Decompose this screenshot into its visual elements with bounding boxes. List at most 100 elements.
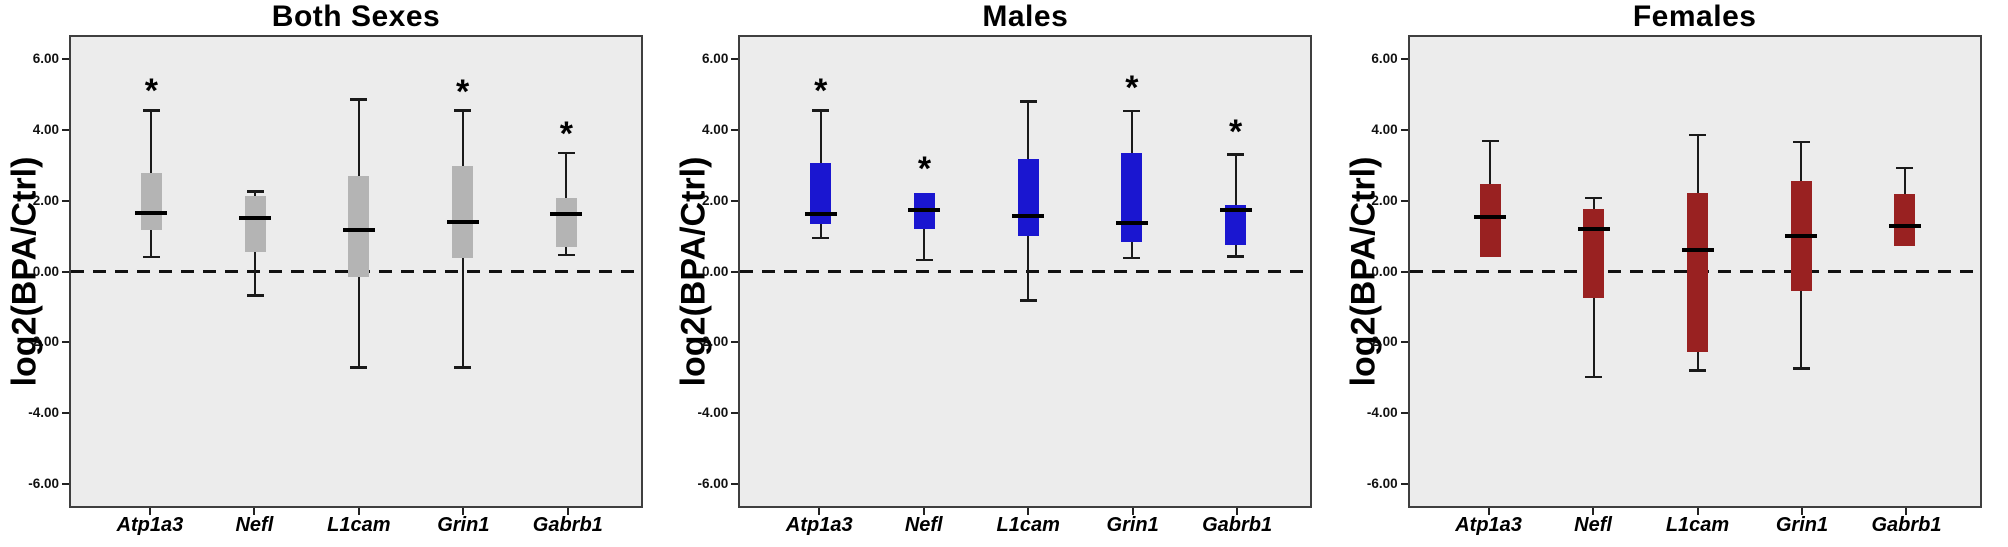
y-tick-label-4.00: 4.00 <box>32 121 59 137</box>
y-tick-label--4.00: -4.00 <box>697 405 729 421</box>
x-tick-Gabrb1 <box>566 508 569 515</box>
median-Gabrb1 <box>1219 207 1252 212</box>
whisker-cap-bottom-Nefl <box>915 258 933 262</box>
x-tick-L1cam <box>357 508 360 515</box>
panel-females: Females log2(BPA/Ctrl) Atp1a3 Nefl L1cam Gr… <box>1339 0 2008 547</box>
x-tick-Gabrb1 <box>1905 508 1908 515</box>
y-tick-mark--4.00 <box>731 412 739 415</box>
y-tick-label--4.00: -4.00 <box>28 405 59 421</box>
median-Nefl <box>239 216 272 221</box>
category-label-Grin1: Grin1 <box>1106 514 1159 536</box>
median-Grin1 <box>1115 221 1148 226</box>
y-tick-label-0.00: 0.00 <box>702 263 729 279</box>
panel-males: Males log2(BPA/Ctrl) * * * * Atp1a3 Nefl L1ca… <box>669 0 1338 547</box>
whisker-cap-top-L1cam <box>350 98 368 101</box>
y-tick-mark-2.00 <box>1400 199 1408 202</box>
whisker-cap-top-Grin1 <box>1123 109 1141 113</box>
y-tick-mark--2.00 <box>62 341 69 344</box>
box-Grin1 <box>1121 153 1143 242</box>
whisker-cap-top-Nefl <box>1585 196 1603 200</box>
y-tick-mark-6.00 <box>62 58 69 61</box>
y-tick-mark-6.00 <box>1400 58 1408 61</box>
y-tick-label-2.00: 2.00 <box>702 192 729 208</box>
y-tick-label--6.00: -6.00 <box>28 475 59 491</box>
whisker-cap-bottom-Gabrb1 <box>1227 255 1245 258</box>
whisker-cap-bottom-Grin1 <box>454 366 472 369</box>
x-tick-Grin1 <box>1800 508 1803 515</box>
zero-reference-line <box>740 270 1311 273</box>
whisker-cap-bottom-L1cam <box>1689 369 1706 372</box>
y-tick-mark--2.00 <box>1400 341 1408 344</box>
median-L1cam <box>1681 247 1714 252</box>
category-label-Nefl: Nefl <box>904 514 943 536</box>
x-tick-Grin1 <box>462 508 465 515</box>
significance-asterisk-Gabrb1: * <box>559 114 573 153</box>
y-tick-mark-0.00 <box>62 270 69 273</box>
plot-area-both-sexes: * * * <box>69 35 643 508</box>
median-L1cam <box>342 228 375 233</box>
y-tick-label-0.00: 0.00 <box>32 263 59 279</box>
y-tick-mark--4.00 <box>62 412 69 415</box>
x-tick-Nefl <box>253 508 256 515</box>
y-tick-label-6.00: 6.00 <box>32 51 59 67</box>
x-tick-Atp1a3 <box>818 508 821 515</box>
significance-asterisk-Nefl: * <box>917 149 932 188</box>
y-tick-label-6.00: 6.00 <box>1371 51 1398 67</box>
panel-both-sexes: Both Sexes log2(BPA/Ctrl) * * * Atp1a3 Nefl… <box>0 0 669 547</box>
y-tick-label-6.00: 6.00 <box>702 51 729 67</box>
whisker-cap-top-Atp1a3 <box>812 109 830 112</box>
significance-asterisk-Grin1: * <box>1125 68 1139 107</box>
whisker-cap-top-Atp1a3 <box>1481 139 1499 143</box>
whisker-cap-top-Gabrb1 <box>1227 153 1245 156</box>
category-label-Grin1: Grin1 <box>437 514 490 536</box>
category-label-Atp1a3: Atp1a3 <box>785 514 853 536</box>
panel-title-females: Females <box>1632 0 1757 33</box>
box-Gabrb1 <box>1225 204 1247 246</box>
box-L1cam <box>1687 192 1708 352</box>
category-label-Nefl: Nefl <box>1574 514 1612 536</box>
median-Grin1 <box>1785 234 1818 239</box>
x-tick-Nefl <box>1592 508 1595 515</box>
y-tick-label-2.00: 2.00 <box>1371 192 1398 208</box>
x-tick-Atp1a3 <box>1487 508 1490 515</box>
y-tick-mark-4.00 <box>731 128 739 131</box>
y-tick-label--2.00: -2.00 <box>697 334 729 350</box>
category-label-Nefl: Nefl <box>235 514 274 536</box>
y-tick-label-0.00: 0.00 <box>1371 263 1398 279</box>
median-Gabrb1 <box>550 212 583 217</box>
box-Nefl <box>244 196 266 252</box>
whisker-cap-bottom-Nefl <box>1585 375 1603 379</box>
y-tick-mark--6.00 <box>1400 482 1408 485</box>
y-tick-label--2.00: -2.00 <box>1366 334 1398 350</box>
median-Nefl <box>1577 226 1610 231</box>
whisker-cap-bottom-Atp1a3 <box>142 255 160 259</box>
category-label-Grin1: Grin1 <box>1775 514 1829 536</box>
significance-asterisk-Grin1: * <box>455 72 470 111</box>
y-tick-mark--6.00 <box>62 482 69 485</box>
box-Gabrb1 <box>555 198 577 247</box>
whisker-cap-top-Grin1 <box>1792 140 1810 144</box>
y-tick-label--4.00: -4.00 <box>1366 405 1398 421</box>
category-label-L1cam: L1cam <box>1665 514 1730 536</box>
median-Atp1a3 <box>1474 215 1507 220</box>
median-L1cam <box>1012 214 1045 219</box>
y-tick-mark-6.00 <box>731 58 739 61</box>
whisker-cap-bottom-Gabrb1 <box>557 253 575 257</box>
box-Atp1a3 <box>140 173 162 231</box>
y-tick-label-4.00: 4.00 <box>702 121 729 137</box>
whisker-cap-bottom-Atp1a3 <box>812 236 830 240</box>
panel-title-both-sexes: Both Sexes <box>271 0 441 33</box>
median-Nefl <box>908 208 941 213</box>
category-label-L1cam: L1cam <box>327 514 391 536</box>
category-label-Gabrb1: Gabrb1 <box>1202 514 1273 536</box>
y-tick-label--2.00: -2.00 <box>28 334 59 350</box>
x-tick-Grin1 <box>1131 508 1134 515</box>
whisker-cap-bottom-Grin1 <box>1792 367 1810 370</box>
whisker-cap-top-L1cam <box>1019 100 1037 103</box>
category-label-L1cam: L1cam <box>996 514 1060 536</box>
box-Gabrb1 <box>1894 193 1916 246</box>
x-tick-L1cam <box>1696 508 1699 515</box>
category-label-Atp1a3: Atp1a3 <box>1455 514 1522 536</box>
box-Grin1 <box>452 166 474 259</box>
